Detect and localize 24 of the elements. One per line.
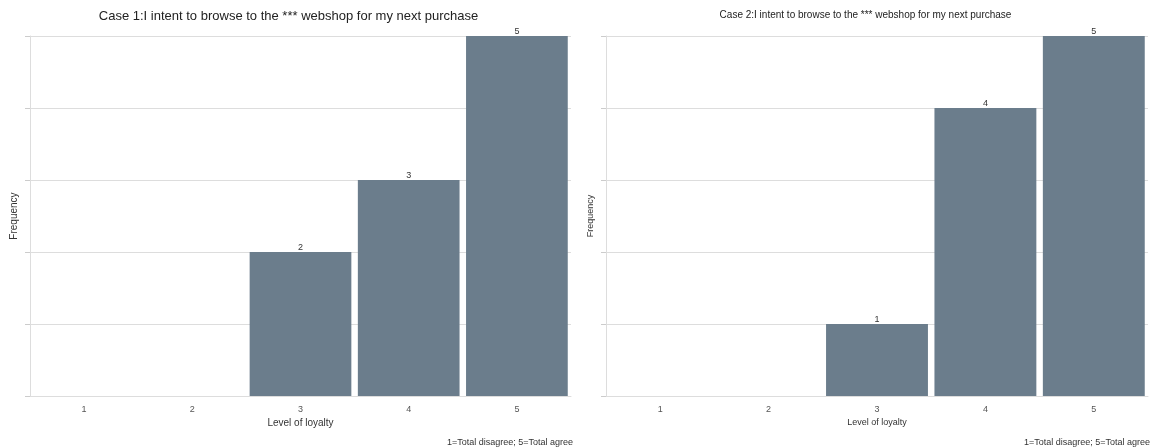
- chart-title: Case 2:I intent to browse to the *** webshop for my next purchase: [719, 8, 1012, 20]
- x-tick-label: 1: [81, 403, 87, 414]
- x-tick-label: 3: [874, 403, 880, 414]
- x-tick-label: 5: [514, 403, 520, 414]
- x-tick-label: 1: [657, 403, 663, 414]
- x-tick-label: 4: [982, 403, 988, 414]
- data-label: 3: [406, 169, 412, 180]
- data-label: 5: [514, 25, 520, 36]
- x-tick-label: 2: [189, 403, 195, 414]
- data-label: 2: [297, 241, 304, 252]
- data-label: 5: [1091, 25, 1097, 36]
- text: 1=Total disagree; 5=Total agree: [1023, 436, 1151, 447]
- x-axis-title: Level of loyalty: [847, 417, 908, 428]
- y-axis-title: Frequency: [7, 192, 19, 240]
- x-tick-label: 4: [406, 403, 412, 414]
- text: 1=Total disagree; 5=Total agree: [446, 436, 574, 447]
- x-tick-label: 3: [297, 403, 304, 414]
- y-axis-title: Frequency: [584, 194, 595, 238]
- data-label: 4: [982, 97, 988, 108]
- chart-title: Case 1:I intent to browse to the *** webshop for my next purchase: [98, 8, 479, 23]
- data-label: 1: [874, 313, 880, 324]
- x-tick-label: 5: [1091, 403, 1097, 414]
- x-tick-label: 2: [766, 403, 772, 414]
- x-axis-title: Level of loyalty: [267, 417, 334, 429]
